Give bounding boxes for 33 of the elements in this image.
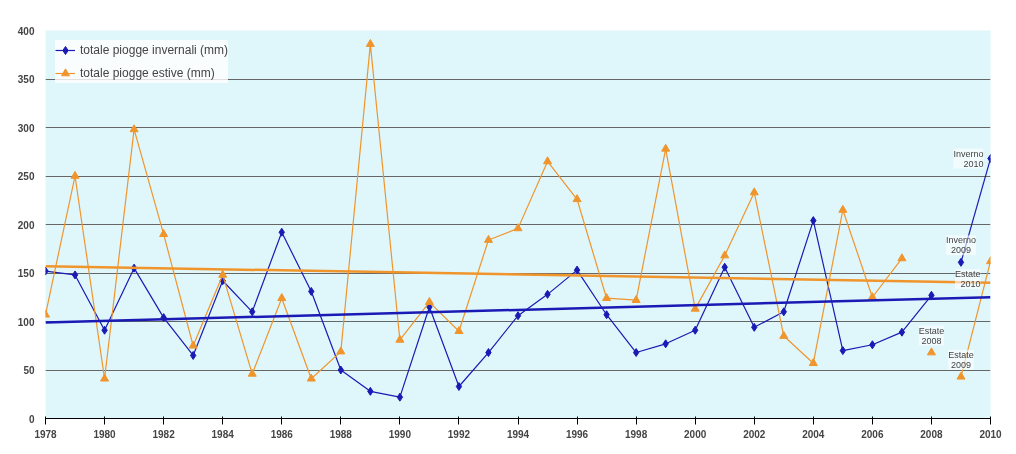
annotation: Estate 2008 <box>918 325 945 346</box>
x-tick-label: 1982 <box>152 428 176 440</box>
y-tick-label: 300 <box>17 122 35 134</box>
x-tick-label: 1984 <box>211 428 235 440</box>
x-tick-label: 2006 <box>861 428 884 440</box>
x-tick-label: 1990 <box>388 428 412 440</box>
y-tick-label: 250 <box>17 171 35 182</box>
y-tick-label: 0 <box>28 413 35 425</box>
x-tick-label: 2010 <box>979 428 1003 440</box>
annotation: Estate 2010 <box>954 269 981 290</box>
x-tick-label: 1992 <box>447 428 471 440</box>
x-tick-label: 1996 <box>565 428 589 440</box>
x-tick-label: 1978 <box>34 428 58 440</box>
y-tick-label: 400 <box>17 25 35 37</box>
x-tick-label: 1998 <box>625 428 648 440</box>
x-tick-label: 1994 <box>506 428 530 440</box>
x-tick-label: 1980 <box>93 428 117 440</box>
legend-label: totale piogge estive (mm) <box>80 66 215 80</box>
legend-label: totale piogge invernali (mm) <box>80 43 229 57</box>
x-tick-label: 1988 <box>329 428 353 440</box>
y-tick-label: 100 <box>17 316 35 328</box>
x-tick-label: 2008 <box>920 428 943 440</box>
y-tick-label: 200 <box>17 219 35 231</box>
annotation: Inverno 2009 <box>945 235 976 256</box>
x-tick-label: 1986 <box>270 428 294 440</box>
y-tick-label: 350 <box>17 74 35 85</box>
annotation: Estate 2009 <box>948 349 974 370</box>
x-tick-label: 2000 <box>684 428 707 440</box>
y-tick-label: 150 <box>17 268 35 279</box>
x-tick-label: 2002 <box>743 428 766 440</box>
x-tick-label: 2004 <box>802 428 825 440</box>
annotation: Inverno 2010 <box>953 148 984 169</box>
y-tick-label: 50 <box>23 365 35 376</box>
